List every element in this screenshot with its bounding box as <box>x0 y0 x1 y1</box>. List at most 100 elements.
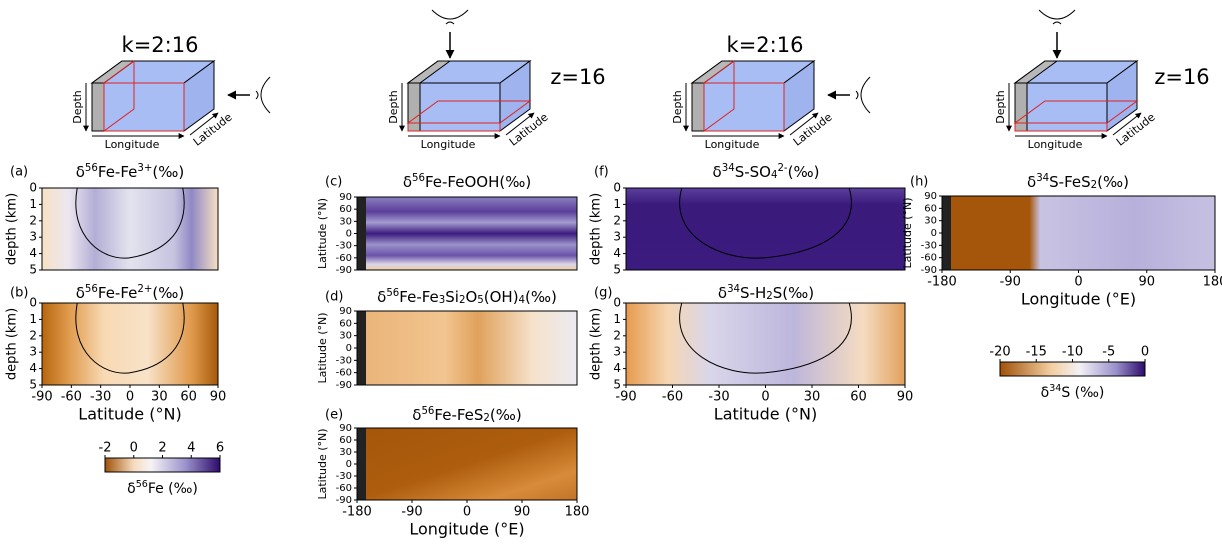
x-tick-label: 180 <box>1203 275 1222 290</box>
text-run: 34 <box>1049 383 1061 394</box>
panel-letter: (c) <box>325 175 342 190</box>
panel-title: δ56Fe-FeOOH(‰) <box>403 173 531 191</box>
slice-label: z=16 <box>1154 65 1209 89</box>
y-tick-label: 60 <box>339 318 352 329</box>
y-tick-label: 0 <box>931 228 937 239</box>
text-run: δ <box>718 284 727 302</box>
y-tick-label: -60 <box>336 253 352 264</box>
x-tick-label: -60 <box>61 390 82 405</box>
y-tick-label: 2 <box>29 213 37 227</box>
text-run: 2- <box>777 163 787 174</box>
axis-name: Longitude <box>705 138 760 151</box>
y-tick-label: 3 <box>29 230 37 244</box>
text-run: 56 <box>85 163 98 174</box>
panel-letter: (a) <box>10 165 28 180</box>
eye <box>856 77 870 113</box>
y-axis-label: depth (km) <box>5 308 20 380</box>
cube-front <box>692 83 784 131</box>
eye <box>432 10 468 24</box>
y-axis-label: Latitude (°N) <box>316 198 329 269</box>
land-mask <box>357 197 366 270</box>
y-tick-label: -90 <box>336 380 352 391</box>
cube-slab <box>1015 83 1027 131</box>
x-tick-label: -180 <box>927 275 957 290</box>
y-tick-label: 0 <box>29 181 37 195</box>
y-tick-label: 4 <box>29 361 37 375</box>
y-tick-label: 90 <box>924 191 937 202</box>
text-run: 56 <box>85 284 98 295</box>
text-run: δ <box>76 284 85 302</box>
x-tick-label: -90 <box>615 390 636 405</box>
axis-name: Depth <box>671 90 684 124</box>
colorbar-tick-label: -15 <box>1026 345 1047 360</box>
text-run: Fe-Fe <box>399 288 439 306</box>
x-tick-label: 90 <box>1138 275 1155 290</box>
slice-label: k=2:16 <box>727 33 804 57</box>
y-tick-label: 3 <box>613 230 621 244</box>
axis-name: Depth <box>71 90 84 124</box>
colorbar-label: δ56Fe (‰) <box>127 479 198 497</box>
colorbar-tick-label: -5 <box>1102 345 1115 360</box>
y-axis-label: depth (km) <box>5 193 20 265</box>
y-tick-label: 1 <box>29 197 37 211</box>
x-tick-label: -90 <box>31 390 52 405</box>
y-tick-label: 60 <box>339 435 352 446</box>
y-axis-label: depth (km) <box>589 193 604 265</box>
y-tick-label: -60 <box>336 368 352 379</box>
y-tick-label: 3 <box>29 345 37 359</box>
colorbar-tick-label: 0 <box>130 441 138 456</box>
colorbar-tick-label: 6 <box>216 441 224 456</box>
y-tick-label: 0 <box>346 343 352 354</box>
text-run: 56 <box>136 479 148 490</box>
y-tick-label: 90 <box>339 192 352 203</box>
panel-title: δ56Fe-Fe3+(‰) <box>76 163 185 181</box>
colorbar-tick-label: -2 <box>99 441 112 456</box>
text-run: 56 <box>386 288 399 299</box>
land-mask <box>357 311 366 385</box>
text-run: δ <box>1027 173 1036 191</box>
heatmap <box>942 196 1215 270</box>
axis-name: Depth <box>387 90 400 124</box>
text-run: 56 <box>412 173 425 184</box>
x-axis-label: Longitude (°E) <box>409 520 524 539</box>
y-tick-label: 60 <box>339 204 352 215</box>
y-tick-label: 4 <box>613 246 621 260</box>
text-run: (‰) <box>152 284 184 302</box>
x-tick-label: 60 <box>180 390 197 405</box>
text-run: (OH) <box>484 288 519 306</box>
text-run: (‰) <box>788 163 820 181</box>
text-run: δ <box>127 481 136 497</box>
cube-front <box>92 83 184 131</box>
y-tick-label: 1 <box>29 312 37 326</box>
slice-label: k=2:16 <box>122 33 199 57</box>
text-run: S-FeS <box>1049 173 1091 191</box>
axis-name: Longitude <box>105 138 160 151</box>
text-run: Fe-FeOOH(‰) <box>425 173 531 191</box>
slice-label: z=16 <box>550 65 605 89</box>
panel-letter: (d) <box>325 290 343 305</box>
cube-front <box>1015 83 1107 131</box>
y-tick-label: 30 <box>339 216 352 227</box>
y-tick-label: 2 <box>613 328 621 342</box>
y-tick-label: 5 <box>29 263 37 277</box>
x-tick-label: 30 <box>804 390 821 405</box>
x-tick-label: 180 <box>565 505 590 520</box>
text-run: (‰) <box>490 406 522 424</box>
text-run: 56 <box>421 406 434 417</box>
text-run: 3+ <box>137 163 152 174</box>
y-tick-label: 1 <box>613 312 621 326</box>
text-run: δ <box>76 163 85 181</box>
panel-title: δ56Fe-Fe3Si2O5(OH)4(‰) <box>377 288 557 306</box>
y-tick-label: 4 <box>613 361 621 375</box>
axis-name: Longitude <box>1028 138 1083 151</box>
text-run: S-H <box>740 284 766 302</box>
text-run: (‰) <box>1097 173 1129 191</box>
text-run: δ <box>377 288 386 306</box>
y-tick-label: -60 <box>336 483 352 494</box>
x-tick-label: -30 <box>90 390 111 405</box>
axis-name: Depth <box>994 90 1007 124</box>
panel-letter: (f) <box>594 165 609 180</box>
y-tick-label: 60 <box>924 203 937 214</box>
panel-title: δ34S-H2S(‰) <box>718 284 814 302</box>
x-tick-label: 90 <box>210 390 227 405</box>
